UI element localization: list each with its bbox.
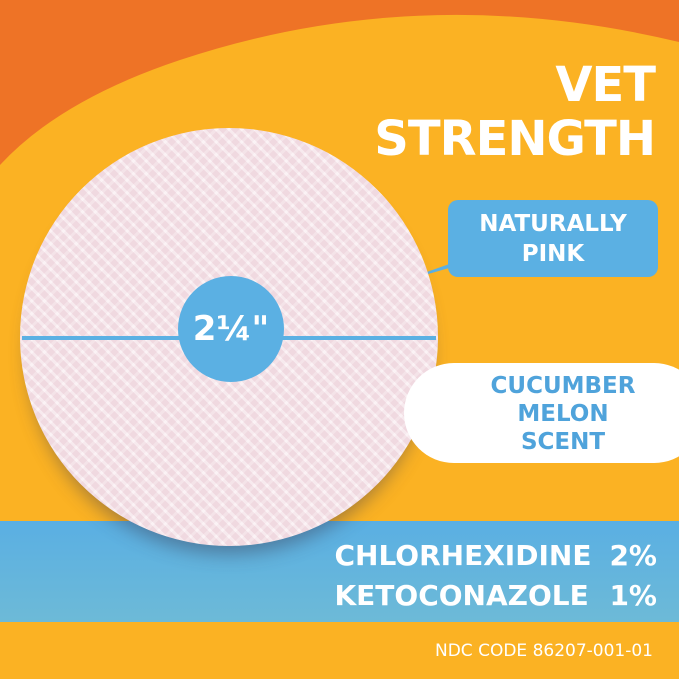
ingredient-percent: 2% (609, 539, 657, 572)
naturally-pink-callout: NATURALLY PINK (448, 200, 658, 277)
scent-line3: SCENT (520, 429, 606, 455)
size-badge: 2¼" (178, 276, 284, 382)
callout-line1: NATURALLY (479, 210, 627, 237)
ingredient-name: CHLORHEXIDINE (334, 539, 592, 572)
active-ingredients: CHLORHEXIDINE 2% KETOCONAZOLE 1% (334, 536, 657, 616)
scent-line2: MELON (517, 401, 609, 427)
ingredient-band (0, 521, 679, 622)
ingredient-row: KETOCONAZOLE 1% (334, 576, 657, 616)
ingredient-name: KETOCONAZOLE (334, 579, 589, 612)
ndc-code: NDC CODE 86207-001-01 (435, 641, 653, 661)
ingredient-row: CHLORHEXIDINE 2% (334, 536, 657, 576)
headline: VET STRENGTH (374, 57, 656, 167)
scent-text: CUCUMBER MELON SCENT (448, 372, 678, 456)
ingredient-percent: 1% (609, 579, 657, 612)
scent-line1: CUCUMBER (490, 373, 636, 399)
scent-pill (404, 363, 679, 463)
size-label: 2¼" (192, 309, 270, 349)
headline-line1: VET (555, 57, 656, 113)
headline-line2: STRENGTH (374, 111, 656, 167)
callout-line2: PINK (521, 240, 585, 267)
orange-swoosh (0, 0, 679, 165)
